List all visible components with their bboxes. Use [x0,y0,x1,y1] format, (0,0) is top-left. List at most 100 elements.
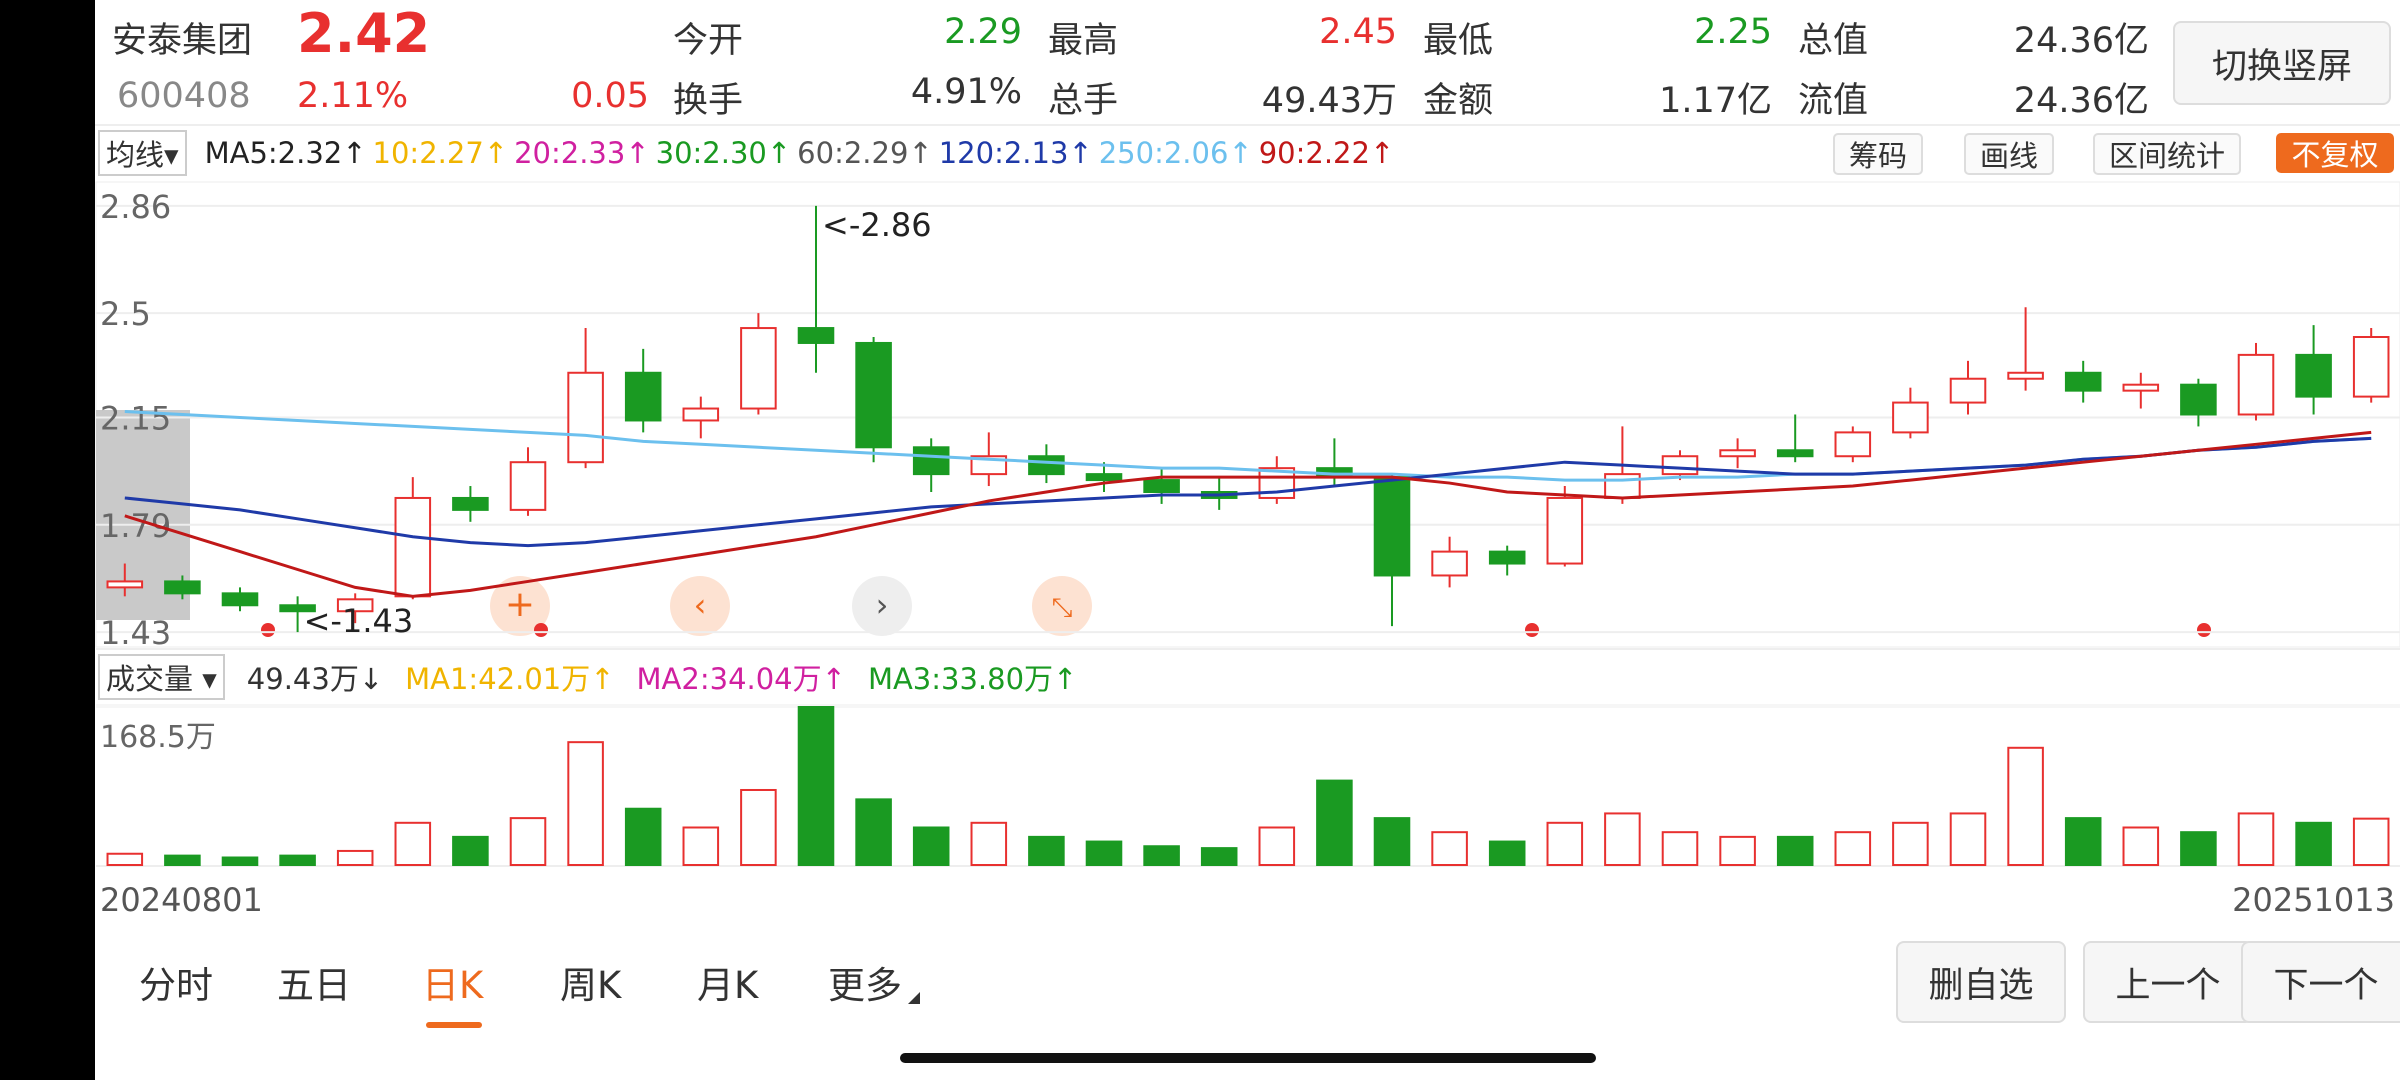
volume-bar [912,826,950,866]
volume-bar [1661,831,1699,867]
tab[interactable]: 更多 [828,964,902,1007]
volume-bar [682,826,720,866]
candle-body [2064,371,2102,392]
tab[interactable]: 日K [422,964,484,1007]
tab[interactable]: 周K [560,964,622,1007]
ma-line [124,430,2372,598]
next-icon: › [876,586,889,624]
ma-selector[interactable]: 均线▾ [98,130,187,176]
volume-bar [452,835,489,867]
stat-value: 24.36亿 [2013,21,2149,61]
adjust-button[interactable]: 不复权 [2276,133,2394,173]
candle-body [2295,353,2332,398]
volume-bar [2064,817,2102,866]
stat-value: 49.43万 [1261,81,1397,121]
volume-bar [624,807,662,867]
candle-body [2180,383,2217,416]
candle-body [1834,431,1872,458]
left-edge [0,0,95,1080]
ma-label: 20:2.33↑ [514,136,650,170]
orient-button[interactable]: 切换竖屏 [2173,21,2391,105]
volume-bar [2352,817,2390,866]
stock-code: 600408 [117,76,251,116]
prev-icon: ‹ [694,586,707,624]
tab[interactable]: 月K [697,964,759,1007]
y-tick-label: 2.86 [100,188,171,226]
volume-bar [221,856,259,867]
candle-body [1143,479,1180,494]
candle-body [624,371,662,422]
zoom-in-icon: + [505,584,535,625]
stat-value: 24.36亿 [2013,81,2149,121]
nav-button[interactable]: 上一个 [2083,941,2253,1023]
stat-value: 2.25 [1694,12,1772,52]
volume-tick-label: 168.5万 [100,720,216,755]
zoom-in[interactable] [490,576,550,636]
volume-bar [855,798,892,866]
y-tick-label: 2.5 [100,295,151,333]
prev[interactable] [670,576,730,636]
volume-bar [1200,847,1238,866]
volume-bar [2237,812,2275,867]
tool-button[interactable]: 筹码 [1833,133,1924,175]
candle-body [1373,476,1411,577]
volume-selector-text: 成交量 [106,662,194,696]
volume-bar [2180,831,2217,867]
volume-bar [2122,826,2160,866]
tool-button[interactable]: 画线 [1964,133,2055,175]
nav-button[interactable]: 下一个 [2241,941,2400,1023]
candle-body [2237,353,2275,416]
candle-body [912,446,950,476]
volume-bar [970,821,1008,866]
shrink[interactable] [1032,576,1092,636]
tab[interactable]: 五日 [277,964,351,1007]
volume-bar [1776,835,1814,867]
volume-bar [394,821,432,866]
volume-bar [1373,817,1411,866]
volume-bar [1834,831,1872,867]
volume-bar [1488,840,1526,866]
ma-label: 10:2.27↑ [372,136,509,170]
volume-bar [509,817,547,866]
home-indicator [900,1053,1596,1063]
tool-button[interactable]: 区间统计 [2093,133,2242,175]
candle-body [682,407,720,422]
shrink-icon: ⤡ [1052,593,1073,623]
candle-body [1488,550,1526,565]
y-tick-label: 1.43 [100,614,171,652]
candle-body [1431,550,1468,577]
ma-label: 120:2.13↑ [938,136,1093,170]
ma-bar: 均线▾ MA5:2.32↑ 10:2.27↑ 20:2.33↑ 30:2.30↑ 60:… [98,130,1395,176]
stat-label: 金额 [1423,81,1494,121]
stock-name: 安泰集团 [112,21,253,61]
volume-bar [1892,821,1929,866]
next[interactable] [852,576,912,636]
stat-label: 最低 [1423,21,1494,61]
dot [1525,623,1539,637]
candle-body [855,341,892,449]
more-arrow [908,992,920,1004]
volume-ma-label: MA1:42.01万↑ [405,662,615,696]
overlay-controls: + ‹ › ⤡ [490,576,1092,636]
volume-bar [106,852,144,867]
candle-body [452,496,489,511]
tab[interactable]: 分时 [139,964,213,1007]
candle-body [1776,449,1814,458]
dot [261,623,275,637]
stat-value: 2.45 [1319,12,1397,52]
volume-bar [1546,821,1584,866]
candle-body [1028,455,1065,476]
ma-label: 90:2.22↑ [1258,136,1395,170]
volume-bar [336,849,374,866]
volume-selector[interactable]: 成交量 ▾ [98,654,225,700]
candle-body [797,327,835,344]
candle-body [1719,449,1756,458]
volume-bar [1431,831,1468,867]
volume-ma-label: MA3:33.80万↑ [867,662,1078,696]
stat-label: 总手 [1048,81,1119,121]
high-annotation: <-2.86 [822,206,932,244]
divider [95,124,2400,126]
stat-value: 1.17亿 [1659,81,1772,121]
nav-button[interactable]: 删自选 [1896,941,2066,1023]
candle-body [1546,496,1584,565]
